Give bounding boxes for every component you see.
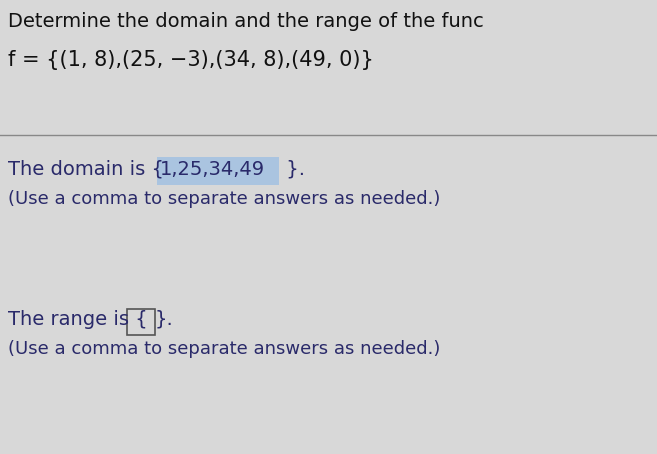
Text: }.: }. [155,310,173,329]
Text: 1,25,34,49: 1,25,34,49 [160,160,265,179]
Text: Determine the domain and the range of the func: Determine the domain and the range of th… [8,12,484,31]
Text: (Use a comma to separate answers as needed.): (Use a comma to separate answers as need… [8,190,440,208]
FancyBboxPatch shape [127,309,155,335]
Text: }.: }. [280,160,305,179]
Text: (Use a comma to separate answers as needed.): (Use a comma to separate answers as need… [8,340,440,358]
Text: The domain is {: The domain is { [8,160,170,179]
FancyBboxPatch shape [157,157,279,185]
Text: The range is {: The range is { [8,310,148,329]
Text: f = {(1, 8),(25, −3),(34, 8),(49, 0)}: f = {(1, 8),(25, −3),(34, 8),(49, 0)} [8,50,374,70]
